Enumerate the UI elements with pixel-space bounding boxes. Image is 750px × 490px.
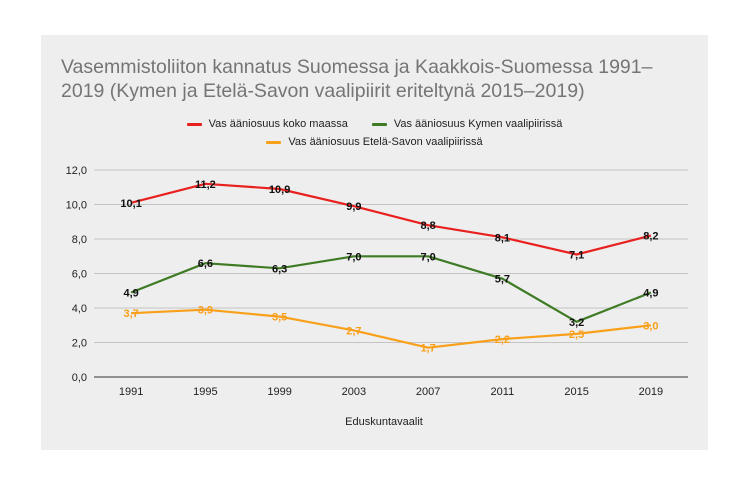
data-label: 4,9	[643, 287, 658, 299]
data-label: 2,2	[495, 334, 510, 346]
x-tick-label: 2007	[416, 386, 440, 398]
data-label: 7,0	[420, 251, 435, 263]
data-label: 8,2	[643, 231, 658, 243]
x-tick-label: 1999	[267, 386, 291, 398]
data-labels: 10,1 11,2 10,9 9,9 8,8 8,1 7,1 8,2 4,9 6,6 6,3 7,0 7…	[120, 179, 658, 355]
y-tick-label: 6,0	[72, 269, 87, 281]
data-label: 11,2	[195, 179, 216, 191]
data-label: 2,5	[569, 329, 584, 341]
x-axis-ticks: 1991 1995 1999 2003 2007 2011 2015 2019	[119, 386, 663, 398]
legend-row-2: Vas ääniosuus Etelä-Savon vaalipiirissä	[41, 136, 708, 148]
series-line-1	[130, 255, 652, 323]
x-tick-label: 2015	[564, 386, 588, 398]
data-label: 8,8	[420, 220, 435, 232]
data-label: 3,5	[272, 312, 287, 324]
series-lines	[130, 182, 652, 349]
x-tick-label: 2003	[342, 386, 366, 398]
chart-title: Vasemmistoliiton kannatus Suomessa ja Ka…	[61, 56, 653, 102]
y-tick-label: 2,0	[72, 338, 87, 350]
legend-label-kymi: Vas ääniosuus Kymen vaalipiirissä	[393, 118, 563, 130]
data-label: 3,7	[123, 308, 138, 320]
data-label: 3,9	[198, 305, 213, 317]
gridlines	[94, 169, 688, 378]
data-label: 8,1	[495, 232, 510, 244]
legend-swatch-kymi	[371, 122, 387, 126]
legend-item-etela-savo: Vas ääniosuus Etelä-Savon vaalipiirissä	[266, 136, 483, 148]
line-chart: 0,0 2,0 4,0 6,0 8,0 10,0 12,0 1991 1995 1999 2003…	[66, 165, 688, 428]
data-label: 9,9	[346, 201, 361, 213]
x-tick-label: 2011	[491, 386, 515, 398]
legend-item-koko-maa: Vas ääniosuus koko maassa	[186, 118, 348, 130]
chart-panel: Vasemmistoliiton kannatus Suomessa ja Ka…	[41, 35, 708, 450]
x-tick-label: 2019	[639, 386, 663, 398]
data-label: 3,2	[569, 317, 584, 329]
legend-label-koko-maa: Vas ääniosuus koko maassa	[208, 118, 348, 130]
x-tick-label: 1995	[193, 386, 217, 398]
y-tick-label: 8,0	[72, 234, 87, 246]
series-line-2	[131, 308, 652, 349]
data-label: 7,0	[346, 251, 361, 263]
x-tick-label: 1991	[119, 386, 143, 398]
data-label: 6,3	[272, 263, 287, 275]
y-axis-ticks: 0,0 2,0 4,0 6,0 8,0 10,0 12,0	[66, 165, 87, 384]
data-label: 3,0	[643, 320, 658, 332]
series-line-0	[130, 182, 652, 256]
data-label: 7,1	[569, 250, 584, 262]
data-label: 2,7	[346, 325, 361, 337]
data-label: 5,7	[495, 274, 510, 286]
y-tick-label: 4,0	[72, 303, 87, 315]
y-tick-label: 0,0	[72, 372, 87, 384]
data-label: 6,6	[198, 258, 213, 270]
data-label: 10,1	[120, 198, 141, 210]
y-tick-label: 10,0	[66, 200, 87, 212]
data-label: 4,9	[123, 287, 138, 299]
y-tick-label: 12,0	[66, 165, 87, 177]
legend-label-etela-savo: Vas ääniosuus Etelä-Savon vaalipiirissä	[288, 136, 483, 148]
x-axis-title: Eduskuntavaalit	[345, 416, 423, 428]
legend-row-1: Vas ääniosuus koko maassa Vas ääniosuus …	[41, 118, 708, 130]
legend-swatch-etela-savo	[266, 140, 282, 144]
legend-item-kymi: Vas ääniosuus Kymen vaalipiirissä	[371, 118, 563, 130]
legend-swatch-koko-maa	[186, 122, 202, 126]
data-label: 1,7	[420, 343, 435, 355]
data-label: 10,9	[269, 184, 290, 196]
